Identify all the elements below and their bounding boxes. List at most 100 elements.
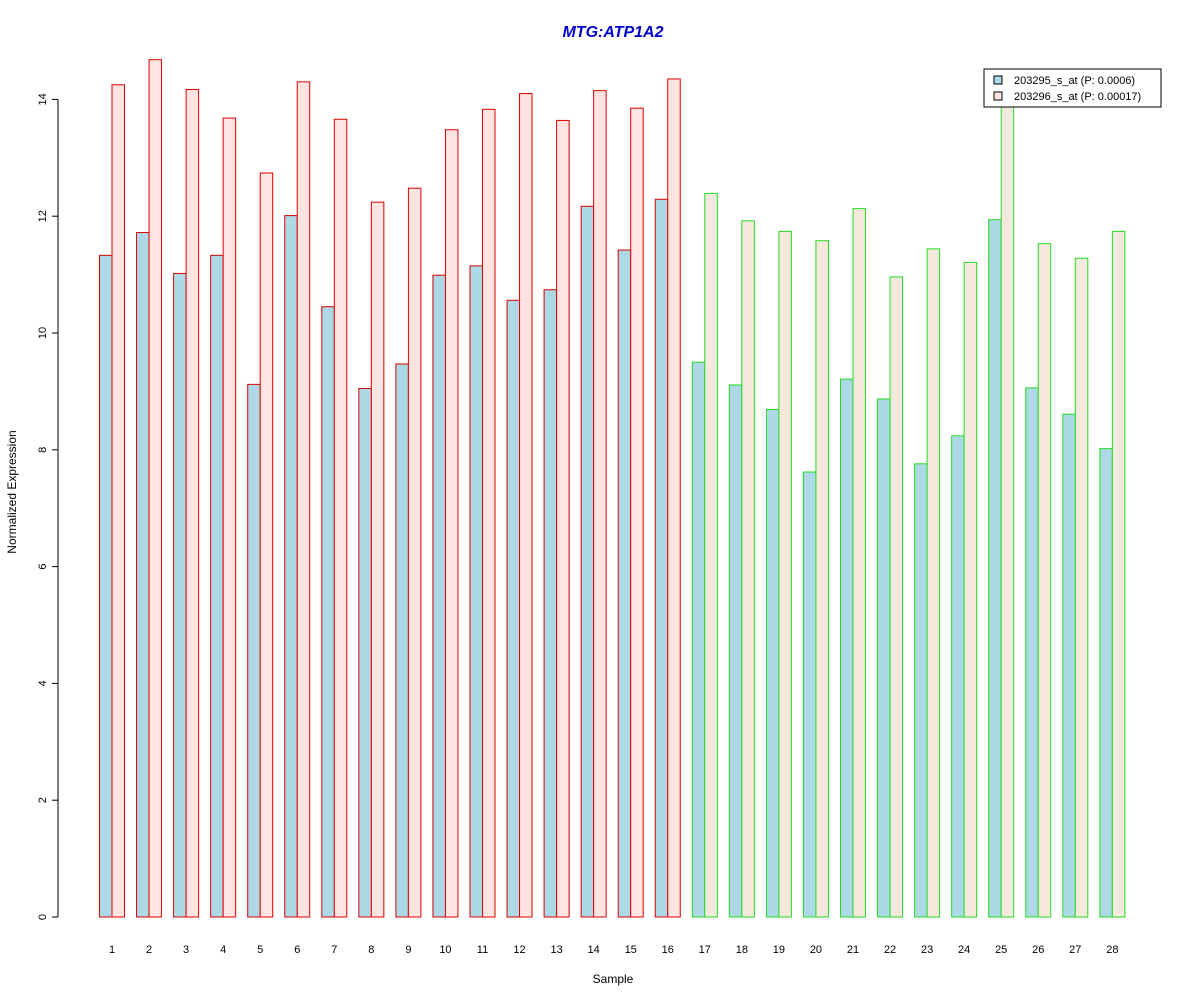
bar-203295-sample-25 xyxy=(988,219,1002,918)
bar-203296-sample-3 xyxy=(185,88,200,918)
bar-203295-sample-27 xyxy=(1062,413,1076,918)
x-tick-label-8: 8 xyxy=(368,944,374,956)
x-tick-label-5: 5 xyxy=(257,944,263,956)
bar-203295-sample-15 xyxy=(617,249,632,918)
y-axis-label: Normalized Expression xyxy=(5,430,19,553)
bar-203295-sample-13 xyxy=(543,289,558,918)
x-tick-label-9: 9 xyxy=(405,944,411,956)
bar-203296-sample-6 xyxy=(296,81,311,918)
x-tick-labels: 1 2 3 4 5 6 7 8 9 10 11 12 13 14 15 16 17 18 19 20 21 22 23 24 2… xyxy=(109,944,1119,956)
x-tick-label-26: 26 xyxy=(1032,944,1044,956)
bar-203295-sample-18 xyxy=(728,384,743,918)
bar-203296-sample-24 xyxy=(963,261,978,918)
bar-203296-sample-9 xyxy=(407,187,422,918)
bar-203295-sample-17 xyxy=(691,361,706,918)
y-tick-label: 12 xyxy=(37,210,49,222)
bar-203295-sample-10 xyxy=(432,274,446,918)
y-tick-label: 6 xyxy=(37,564,49,570)
bar-203296-sample-5 xyxy=(259,172,274,918)
bar-203296-sample-27 xyxy=(1074,257,1089,918)
bar-203295-sample-28 xyxy=(1099,448,1113,918)
bar-203295-sample-11 xyxy=(469,265,483,918)
legend-label-203295: 203295_s_at (P: 0.0006) xyxy=(1014,75,1135,87)
bar-203296-sample-25 xyxy=(1000,98,1015,918)
bar-203295-sample-22 xyxy=(877,398,891,918)
bar-203296-sample-13 xyxy=(556,119,570,918)
x-tick-label-22: 22 xyxy=(884,944,896,956)
bar-203296-sample-11 xyxy=(482,108,496,918)
bar-203295-sample-3 xyxy=(173,272,187,918)
x-tick-label-21: 21 xyxy=(847,944,859,956)
x-tick-label-25: 25 xyxy=(995,944,1007,956)
bar-203295-sample-14 xyxy=(580,205,595,918)
bar-203296-sample-7 xyxy=(333,118,348,918)
x-tick-label-1: 1 xyxy=(109,944,115,956)
legend-box xyxy=(983,68,1162,108)
bar-203295-sample-21 xyxy=(840,378,854,918)
y-tick-label: 2 xyxy=(37,797,49,803)
legend-swatch-203295 xyxy=(993,75,1003,85)
bar-203296-sample-12 xyxy=(519,93,533,918)
x-tick-label-17: 17 xyxy=(699,944,711,956)
x-tick-label-19: 19 xyxy=(773,944,785,956)
x-tick-label-20: 20 xyxy=(810,944,822,956)
bar-203296-sample-15 xyxy=(630,107,644,918)
bar-203296-sample-4 xyxy=(222,117,237,918)
x-tick-label-12: 12 xyxy=(513,944,525,956)
y-tick-label: 14 xyxy=(37,93,49,105)
x-tick-label-4: 4 xyxy=(220,944,226,956)
bar-203296-sample-2 xyxy=(148,59,163,918)
x-tick-label-6: 6 xyxy=(294,944,300,956)
y-tick-label: 4 xyxy=(37,680,49,686)
x-tick-label-28: 28 xyxy=(1106,944,1118,956)
bar-203295-sample-8 xyxy=(358,387,372,918)
bar-203296-sample-10 xyxy=(444,129,459,918)
bar-203296-sample-18 xyxy=(741,220,755,918)
bar-203296-sample-22 xyxy=(889,276,904,918)
x-axis-label: Sample xyxy=(593,972,634,986)
bar-203295-sample-6 xyxy=(284,215,298,918)
bar-203295-sample-7 xyxy=(321,306,335,918)
y-axis: 0 2 4 6 8 10 12 14 xyxy=(37,93,59,920)
bar-203295-sample-24 xyxy=(951,435,965,918)
y-tick-label: 8 xyxy=(37,447,49,453)
y-tick-label: 10 xyxy=(37,327,49,339)
bar-203296-sample-23 xyxy=(926,248,941,918)
x-tick-label-27: 27 xyxy=(1069,944,1081,956)
bar-203296-sample-20 xyxy=(815,240,829,918)
x-tick-label-11: 11 xyxy=(477,944,488,956)
bar-203296-sample-14 xyxy=(593,90,607,918)
x-tick-label-15: 15 xyxy=(625,944,637,956)
bar-203295-sample-12 xyxy=(506,299,521,918)
y-tick-label: 0 xyxy=(37,914,49,920)
bar-203295-sample-1 xyxy=(99,254,113,918)
legend: 203295_s_at (P: 0.0006) 203296_s_at (P: … xyxy=(983,68,1162,108)
bar-203296-sample-16 xyxy=(667,78,681,918)
bar-203295-sample-20 xyxy=(802,471,817,918)
x-tick-label-14: 14 xyxy=(588,944,600,956)
bar-203295-sample-23 xyxy=(914,463,928,918)
bar-203296-sample-28 xyxy=(1111,230,1126,918)
x-tick-label-23: 23 xyxy=(921,944,933,956)
legend-swatch-203296 xyxy=(993,91,1003,101)
bar-203296-sample-8 xyxy=(370,201,385,918)
x-tick-label-2: 2 xyxy=(146,944,152,956)
x-tick-label-10: 10 xyxy=(439,944,451,956)
chart-title: MTG:ATP1A2 xyxy=(562,24,663,41)
bars-layer xyxy=(99,59,1126,918)
bar-203295-sample-4 xyxy=(210,254,224,918)
bar-203295-sample-19 xyxy=(765,409,780,918)
bar-203295-sample-5 xyxy=(247,383,261,918)
x-tick-label-24: 24 xyxy=(958,944,970,956)
bar-203296-sample-19 xyxy=(778,230,792,918)
bar-203295-sample-26 xyxy=(1025,387,1039,918)
legend-label-203296: 203296_s_at (P: 0.00017) xyxy=(1014,91,1141,103)
bar-203295-sample-2 xyxy=(136,232,150,918)
bar-203295-sample-9 xyxy=(395,363,409,918)
x-tick-label-18: 18 xyxy=(736,944,748,956)
x-tick-label-7: 7 xyxy=(331,944,337,956)
x-tick-label-3: 3 xyxy=(183,944,189,956)
bar-203296-sample-17 xyxy=(704,192,718,918)
bar-203296-sample-21 xyxy=(852,208,866,918)
